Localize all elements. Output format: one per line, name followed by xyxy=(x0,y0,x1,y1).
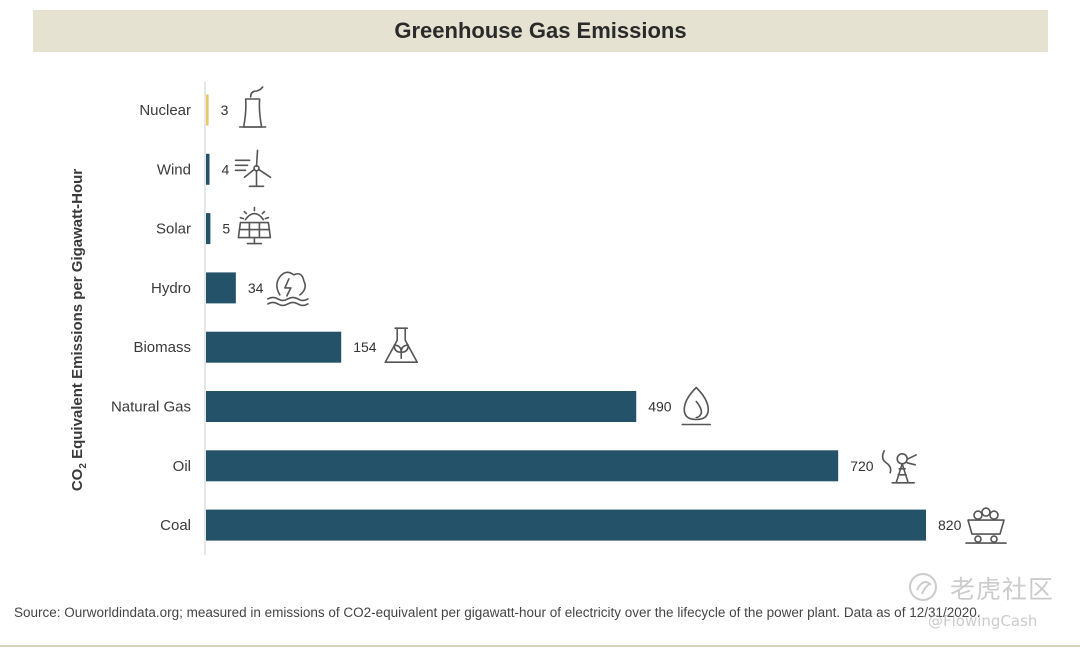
category-label-biomass: Biomass xyxy=(133,339,191,356)
category-label-natural-gas: Natural Gas xyxy=(111,399,191,416)
source-note: Source: Ourworldindata.org; measured in … xyxy=(14,605,981,620)
bottom-divider xyxy=(0,645,1080,647)
chart-title: Greenhouse Gas Emissions xyxy=(394,18,687,43)
oil-pump-icon xyxy=(881,449,917,484)
value-label-oil: 720 xyxy=(850,458,874,474)
value-label-wind: 4 xyxy=(222,161,230,177)
bar-solar xyxy=(206,213,211,245)
bar-coal xyxy=(206,509,926,541)
solar-panel-icon xyxy=(237,206,272,245)
bar-nuclear xyxy=(206,94,209,126)
category-label-oil: Oil xyxy=(173,458,191,475)
bar-biomass xyxy=(206,331,342,363)
coal-cart-icon xyxy=(965,507,1007,544)
category-label-solar: Solar xyxy=(156,221,191,238)
bar-hydro xyxy=(206,272,236,304)
watermark: 老虎社区 @FlowingCash xyxy=(908,570,1068,640)
category-label-hydro: Hydro xyxy=(151,280,191,297)
bars-group: Nuclear 3 Wind 4 Solar 5 Hydro 34 Biomass 154 Natu… xyxy=(111,86,1007,544)
hydro-icon xyxy=(267,271,309,307)
category-label-nuclear: Nuclear xyxy=(139,102,191,119)
value-label-coal: 820 xyxy=(938,517,962,533)
nuclear-plant-icon xyxy=(238,86,267,128)
bar-natural-gas xyxy=(206,391,637,422)
wind-turbine-icon xyxy=(234,149,272,188)
flame-icon xyxy=(681,386,712,426)
bar-oil xyxy=(206,450,839,482)
value-label-biomass: 154 xyxy=(353,339,377,355)
value-label-nuclear: 3 xyxy=(221,102,229,118)
title-band: Greenhouse Gas Emissions xyxy=(33,10,1048,52)
value-label-natural-gas: 490 xyxy=(648,399,672,415)
category-label-coal: Coal xyxy=(160,517,191,534)
watermark-chinese: 老虎社区 xyxy=(950,575,1055,604)
bar-chart: Nuclear 3 Wind 4 Solar 5 Hydro 34 Biomass 154 Natu… xyxy=(111,82,1007,555)
watermark-handle: @FlowingCash xyxy=(928,612,1038,630)
value-label-hydro: 34 xyxy=(248,280,264,296)
category-label-wind: Wind xyxy=(157,161,191,178)
biomass-flask-icon xyxy=(384,327,419,364)
bar-wind xyxy=(206,153,210,185)
watermark-logo-icon xyxy=(909,573,937,601)
value-label-solar: 5 xyxy=(222,221,230,237)
